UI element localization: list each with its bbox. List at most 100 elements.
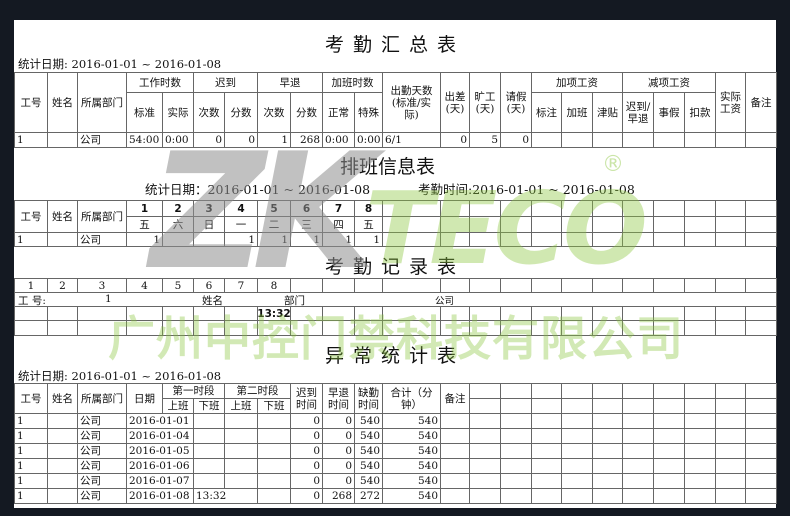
- empty-cell: [592, 232, 623, 247]
- empty-cell: [469, 232, 501, 247]
- exception-late: 0: [290, 488, 323, 504]
- empty-cell: [500, 458, 532, 474]
- empty-cell: [622, 443, 654, 459]
- exception-absent: 540: [354, 428, 383, 444]
- summary-header-cell: 减项工资: [622, 72, 716, 93]
- empty-cell: [531, 320, 562, 336]
- record-day-number: [440, 278, 470, 293]
- exception-absent: 540: [354, 413, 383, 429]
- empty-cell: [469, 320, 501, 336]
- exception-total: 540: [382, 428, 441, 444]
- summary-header-cell: 事假: [653, 92, 685, 133]
- record-punch-cell: [561, 306, 593, 321]
- summary-header-cell: 姓名: [47, 72, 78, 133]
- empty-cell: [469, 488, 501, 504]
- empty-cell: [745, 488, 777, 504]
- empty-cell: [290, 320, 323, 336]
- empty-cell: [531, 488, 562, 504]
- empty-cell: [322, 320, 355, 336]
- empty-cell: [382, 232, 441, 247]
- exception-name: [47, 473, 78, 489]
- empty-cell: [684, 443, 716, 459]
- exceptions-header-cell: 上班: [162, 398, 194, 414]
- empty-cell: [715, 443, 746, 459]
- empty-cell: [193, 443, 225, 459]
- empty-cell: [440, 473, 470, 489]
- schedule-weekday: 日: [193, 216, 225, 233]
- exception-dept: 公司: [77, 458, 127, 474]
- empty-cell: [653, 428, 685, 444]
- record-id-value: 1: [105, 293, 112, 305]
- summary-header-cell: 实际: [162, 92, 194, 133]
- record-punch-cell: [531, 306, 562, 321]
- record-day-number: [354, 278, 383, 293]
- summary-header-cell: 加班: [561, 92, 593, 133]
- exceptions-header-cell: 日期: [126, 383, 163, 414]
- empty-cell: [653, 413, 685, 429]
- summary-data-cell: 6/1: [382, 132, 441, 148]
- empty-cell: [257, 443, 291, 459]
- empty-cell: [715, 428, 746, 444]
- exception-date: 2016-01-06: [126, 458, 194, 474]
- empty-cell: [500, 443, 532, 459]
- record-punch-cell: [322, 306, 355, 321]
- empty-cell: [257, 320, 291, 336]
- empty-cell: [561, 413, 593, 429]
- exception-first-in: 13:32: [193, 488, 258, 504]
- summary-header-cell: 工号: [14, 72, 48, 133]
- schedule-data-cell: 1: [290, 232, 323, 247]
- summary-header-cell: 特殊: [354, 92, 383, 133]
- empty-cell: [440, 413, 470, 429]
- exception-date: 2016-01-07: [126, 473, 194, 489]
- empty-cell: [531, 458, 562, 474]
- empty-cell: [684, 398, 716, 414]
- empty-cell: [126, 320, 163, 336]
- exception-late: 0: [290, 428, 323, 444]
- empty-cell: [440, 443, 470, 459]
- empty-cell: [257, 488, 291, 504]
- exception-dept: 公司: [77, 413, 127, 429]
- records-title: 考勤记录表: [325, 256, 466, 278]
- empty-cell: [653, 473, 685, 489]
- empty-cell: [193, 473, 225, 489]
- empty-cell: [500, 232, 532, 247]
- record-punch-cell: [47, 306, 78, 321]
- summary-header-cell: 出差(天): [440, 72, 470, 133]
- record-name-label: 姓名: [202, 295, 223, 307]
- record-day-number: [592, 278, 623, 293]
- empty-cell: [715, 320, 746, 336]
- schedule-weekday: 一: [224, 216, 258, 233]
- summary-header-cell: 加项工资: [531, 72, 623, 93]
- record-day-number: [469, 278, 501, 293]
- exception-name: [47, 428, 78, 444]
- summary-title: 考勤汇总表: [325, 34, 466, 56]
- exceptions-header-cell: 上班: [224, 398, 258, 414]
- summary-header-cell: 正常: [322, 92, 355, 133]
- empty-cell: [653, 216, 685, 233]
- exception-early: 268: [322, 488, 355, 504]
- empty-cell: [684, 320, 716, 336]
- exception-date: 2016-01-08: [126, 488, 194, 504]
- exception-dept: 公司: [77, 428, 127, 444]
- summary-data-cell: 0: [193, 132, 225, 148]
- record-day-number: [290, 278, 323, 293]
- exception-absent: 540: [354, 473, 383, 489]
- record-day-number: [500, 278, 532, 293]
- empty-cell: [745, 473, 777, 489]
- empty-cell: [531, 413, 562, 429]
- exception-date: 2016-01-01: [126, 413, 194, 429]
- empty-cell: [622, 216, 654, 233]
- empty-cell: [653, 200, 685, 217]
- schedule-time-range: 考勤时间:2016-01-01 ~ 2016-01-08: [418, 182, 635, 197]
- summary-data-cell: 0:00: [354, 132, 383, 148]
- schedule-weekday: 三: [290, 216, 323, 233]
- exceptions-header-cell: 合计（分钟）: [382, 383, 441, 414]
- schedule-day-number: 4: [224, 200, 258, 217]
- empty-cell: [193, 320, 225, 336]
- record-punch-cell: [14, 306, 48, 321]
- empty-cell: [193, 458, 225, 474]
- empty-cell: [257, 428, 291, 444]
- empty-cell: [469, 216, 501, 233]
- exceptions-header-cell: 所属部门: [77, 383, 127, 414]
- schedule-data-cell: 1: [322, 232, 355, 247]
